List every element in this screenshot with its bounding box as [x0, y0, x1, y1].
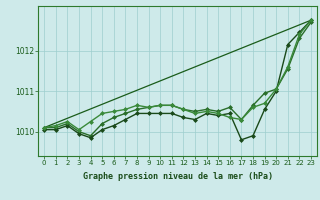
X-axis label: Graphe pression niveau de la mer (hPa): Graphe pression niveau de la mer (hPa): [83, 172, 273, 181]
